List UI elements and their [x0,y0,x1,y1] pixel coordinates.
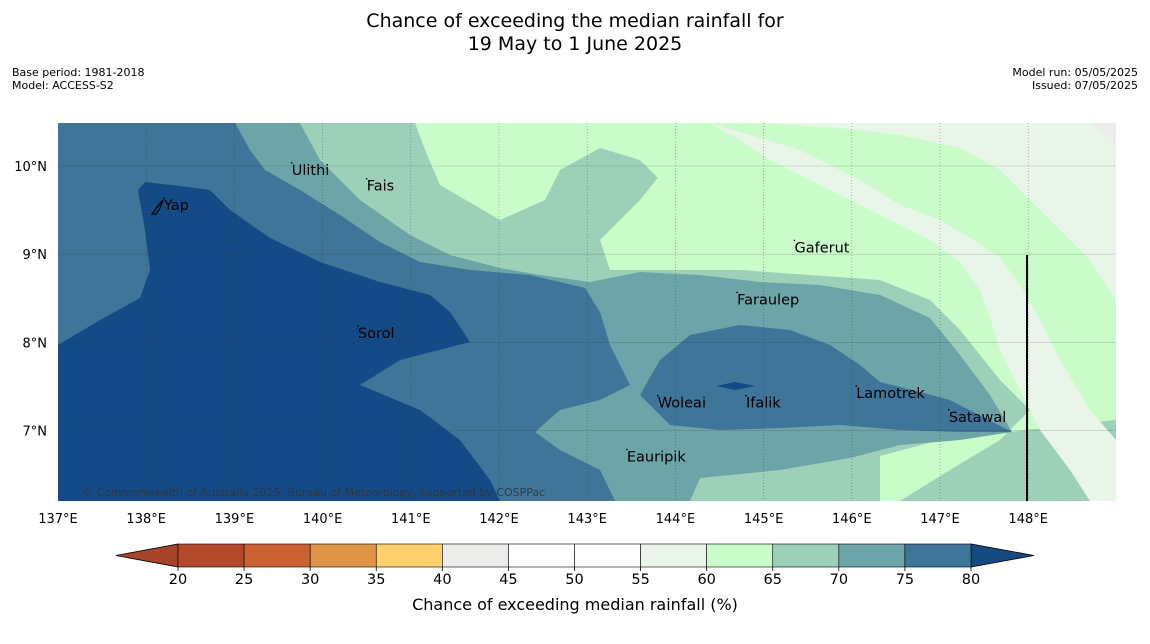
place-marker [736,291,738,294]
colorbar-segment [706,543,774,568]
yap-island-outline [150,199,164,215]
place-label: Sorol [358,326,395,342]
colorbar-tick-label: 20 [169,572,187,588]
place-marker [163,197,165,199]
place-marker [948,408,950,411]
lon-tick-label: 142°E [479,512,519,527]
lon-tick-label: 140°E [303,512,343,527]
colorbar-label: Chance of exceeding median rainfall (%) [412,595,738,614]
place-label: Satawal [949,410,1006,426]
colorbar-tick-label: 45 [499,572,517,588]
colorbar-tick-label: 80 [962,572,980,588]
fill-40-45 [1090,123,1116,143]
colorbar-low-extend [115,543,179,568]
lon-tick-label: 145°E [744,512,784,527]
place-marker [357,325,359,327]
base-period: Base period: 1981-2018 [12,66,145,79]
colorbar-tick-label: 60 [697,572,715,588]
colorbar-high-extend [970,543,1035,568]
place-label: Ulithi [292,163,330,179]
lon-tick-label: 137°E [38,512,78,527]
colorbar-segment [640,543,707,568]
lon-tick-label: 139°E [215,512,255,527]
lon-tick-label: 143°E [567,512,607,527]
colorbar-segment [838,543,906,568]
fill-above-80-ifalik [716,382,755,390]
place-marker [745,394,747,397]
lon-tick-label: 138°E [126,512,166,527]
colorbar-segment [508,543,575,568]
lat-tick-label: 8°N [23,336,48,351]
fill-75-80-east [640,325,1012,432]
colorbar-tick-label: 75 [896,572,914,588]
place-marker [626,448,628,451]
colorbar-tick-label: 25 [235,572,253,588]
lat-tick-label: 10°N [14,160,47,175]
lat-tick-label: 9°N [23,248,48,263]
fill-60-65-north [415,123,1116,420]
colorbar: 20 25 30 35 40 45 50 55 60 65 70 75 80 [115,543,1035,588]
lat-tick-label: 7°N [23,425,48,440]
fill-55-60 [710,123,1116,501]
title-line-1: Chance of exceeding the median rainfall … [366,10,784,32]
fill-above-80 [58,182,500,501]
place-label: Gaferut [794,240,849,256]
place-label: Woleai [658,396,706,412]
model-name: Model: ACCESS-S2 [12,79,114,92]
colorbar-segment [772,543,840,568]
place-marker [365,177,368,180]
fill-55-60-top [760,123,1116,300]
place-marker [793,239,796,242]
colorbar-tick-label: 35 [367,572,385,588]
place-label: Ifalik [746,396,781,412]
colorbar-tick-label: 65 [764,572,782,588]
copyright-note: © Commonwealth of Australia 2025, Bureau… [82,486,545,499]
lon-tick-label: 146°E [832,512,872,527]
colorbar-segment [375,543,443,568]
meta-left: Base period: 1981-2018 Model: ACCESS-S2 [12,66,144,92]
place-label: Fais [367,179,394,195]
colorbar-segment [243,543,311,568]
place-labels: Ulithi Fais Yap Gaferut Faraulep Sorol Lamotre… [150,162,1006,465]
lon-tick-label: 147°E [920,512,960,527]
meta-right: Model run: 05/05/2025 Issued: 07/05/2025 [1012,66,1138,92]
place-marker [855,385,858,387]
model-run: Model run: 05/05/2025 [1012,66,1138,79]
longitude-ticks: 137°E 138°E 139°E 140°E 141°E 142°E 143°E 144°E… [38,512,1048,527]
colorbar-segment [177,543,245,568]
graticule [58,123,1116,501]
title-line-2: 19 May to 1 June 2025 [467,33,683,55]
colorbar-segment [904,543,972,568]
colorbar-segment [309,543,377,568]
colorbar-tick-label: 55 [631,572,649,588]
lon-tick-label: 148°E [1008,512,1048,527]
issued-date: Issued: 07/05/2025 [1031,79,1138,92]
colorbar-segment [442,543,509,568]
colorbar-tick-label: 50 [565,572,583,588]
lon-tick-label: 141°E [391,512,431,527]
place-label: Faraulep [737,292,799,308]
place-marker [290,162,293,164]
colorbar-segment [574,543,641,568]
latitude-ticks: 7°N 8°N 9°N 10°N [14,160,47,440]
place-marker [656,394,659,397]
colorbar-tick-label: 70 [830,572,848,588]
colorbar-tick-label: 30 [301,572,319,588]
place-label: Yap [163,198,189,214]
lon-tick-label: 144°E [656,512,696,527]
colorbar-tick-label: 40 [433,572,451,588]
place-label: Lamotrek [856,386,925,402]
place-label: Eauripik [627,449,686,465]
map-title: Chance of exceeding the median rainfall … [0,10,1150,56]
